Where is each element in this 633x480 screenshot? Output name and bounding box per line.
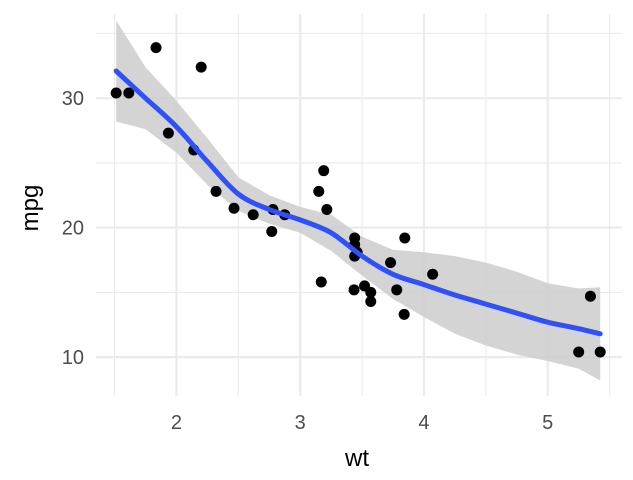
data-point bbox=[573, 346, 585, 358]
data-point bbox=[318, 165, 330, 177]
data-point bbox=[365, 295, 377, 307]
data-point bbox=[584, 290, 596, 302]
data-point bbox=[385, 257, 397, 269]
y-tick-label: 20 bbox=[62, 218, 84, 240]
y-axis-title: mpg bbox=[17, 185, 44, 232]
data-point bbox=[210, 185, 222, 197]
x-tick-label: 4 bbox=[418, 412, 429, 434]
data-point bbox=[247, 209, 259, 221]
data-point bbox=[365, 286, 377, 298]
data-point bbox=[399, 232, 411, 244]
data-point bbox=[427, 268, 439, 280]
data-point bbox=[195, 61, 207, 73]
x-tick-label: 5 bbox=[542, 412, 553, 434]
x-axis-title: wt bbox=[344, 445, 369, 472]
x-tick-label: 3 bbox=[295, 412, 306, 434]
data-point bbox=[123, 87, 135, 99]
data-point bbox=[594, 346, 606, 358]
data-point bbox=[110, 87, 122, 99]
data-point bbox=[315, 276, 327, 288]
x-tick-label: 2 bbox=[171, 412, 182, 434]
confidence-band bbox=[116, 20, 601, 381]
y-tick-label: 30 bbox=[62, 88, 84, 110]
data-point bbox=[349, 232, 361, 244]
data-point bbox=[266, 226, 278, 238]
data-point bbox=[313, 185, 325, 197]
y-tick-label: 10 bbox=[62, 347, 84, 369]
data-point bbox=[150, 42, 162, 54]
data-point bbox=[391, 284, 403, 296]
data-point bbox=[228, 202, 240, 214]
confidence-band-layer bbox=[116, 20, 601, 381]
data-point bbox=[348, 284, 360, 296]
data-point bbox=[321, 204, 333, 216]
x-axis-tick-labels: 2 3 4 5 bbox=[171, 412, 553, 434]
minor-gridlines bbox=[96, 14, 622, 396]
smooth-line bbox=[113, 68, 603, 337]
data-point bbox=[398, 308, 410, 320]
smooth-line-layer bbox=[113, 68, 603, 337]
y-axis-tick-labels: 10 20 30 bbox=[62, 88, 84, 369]
data-point bbox=[162, 127, 174, 139]
